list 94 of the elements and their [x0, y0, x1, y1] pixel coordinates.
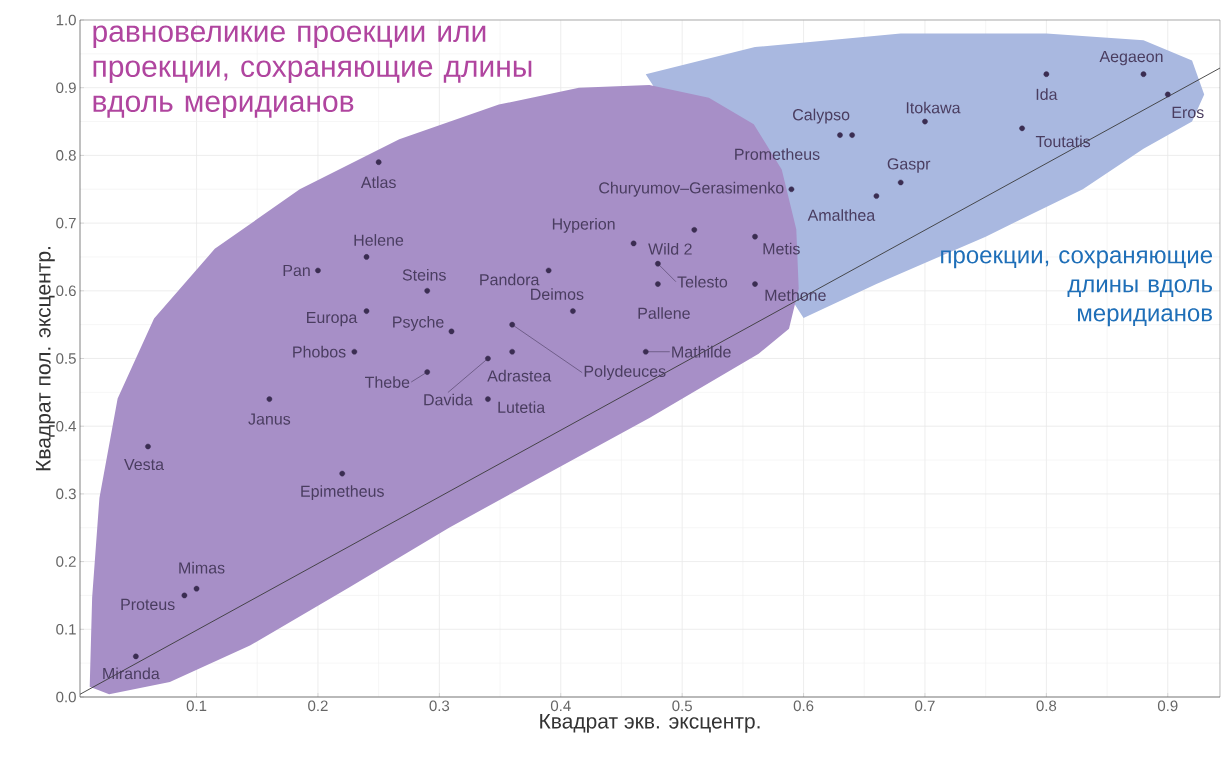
- annotation: Pallene: [638, 307, 690, 319]
- x-tick-label: 0.3: [429, 700, 450, 712]
- annotation: Polydeuces: [584, 365, 666, 381]
- x-tick-label: 0.1: [186, 700, 207, 712]
- point: [837, 132, 843, 138]
- point: [145, 443, 151, 450]
- point: [655, 260, 661, 267]
- annotation: Janus: [248, 413, 291, 425]
- x-axis-title: Квадрат экв. эксцентр.: [540, 713, 760, 733]
- x-tick-label: 0.7: [915, 700, 935, 712]
- y-tick-label: 1.0: [56, 14, 76, 26]
- series-label: равновеликие проекции или проекции, сохраняющие длины вдоль меридианов: [93, 25, 532, 118]
- point: [1164, 91, 1171, 98]
- point: [849, 132, 855, 138]
- annotation: Wild 2: [648, 242, 692, 255]
- annotation: Psyche: [393, 315, 444, 331]
- point: [448, 328, 455, 335]
- point: [655, 281, 661, 287]
- point: [1043, 71, 1050, 77]
- point: [424, 288, 431, 294]
- point: [788, 186, 795, 193]
- annotation: Itokawa: [906, 101, 961, 114]
- annotation: Adrastea: [487, 369, 552, 382]
- annotation: Davida: [424, 393, 473, 406]
- x-tick-label: 0.4: [550, 700, 571, 712]
- point: [642, 348, 649, 355]
- point: [424, 369, 431, 375]
- x-tick-label: 0.2: [308, 700, 328, 712]
- point: [375, 159, 382, 165]
- annotation: Atlas: [360, 176, 396, 189]
- y-tick-label: 0.8: [56, 150, 76, 161]
- point: [545, 267, 552, 274]
- annotation: Toutatis: [1035, 135, 1091, 148]
- point: [351, 348, 358, 355]
- annotation: Ida: [1036, 88, 1058, 101]
- y-tick-label: 0.2: [56, 556, 76, 567]
- point: [1140, 71, 1147, 77]
- point: [363, 308, 370, 314]
- annotation: Calypso: [793, 108, 850, 124]
- point: [339, 470, 346, 477]
- annotation: Thebe: [365, 376, 410, 388]
- y-tick-label: 0.6: [56, 285, 76, 297]
- point: [193, 585, 200, 592]
- point: [485, 355, 491, 362]
- x-tick-label: 0.5: [672, 700, 692, 712]
- y-axis-title: Квадрат пол. эксцентр.: [35, 247, 55, 471]
- y-tick-label: 0.0: [56, 691, 76, 703]
- series-label: проекции, сохраняющие длины вдоль меридианов: [941, 250, 1213, 327]
- annotation: Metis: [763, 242, 800, 255]
- y-tick-label: 0.4: [56, 420, 77, 432]
- point: [133, 653, 139, 660]
- point: [691, 227, 698, 233]
- annotation: Pandora: [480, 273, 540, 286]
- y-tick-label: 0.3: [56, 488, 76, 500]
- x-tick-label: 0.6: [793, 700, 814, 712]
- point: [266, 396, 273, 402]
- annotation: Epimetheus: [301, 485, 384, 501]
- x-tick-label: 0.9: [1157, 700, 1178, 712]
- y-tick-label: 0.5: [56, 353, 76, 364]
- annotation: Deimos: [531, 288, 584, 300]
- y-tick-label: 0.9: [56, 82, 76, 93]
- annotation: Aegaeon: [1099, 50, 1163, 66]
- y-tick-label: 0.1: [56, 623, 76, 635]
- point: [509, 321, 515, 328]
- point: [752, 281, 758, 287]
- point: [509, 348, 515, 355]
- annotation: Churyumov–Gerasimenko: [599, 181, 784, 197]
- annotation: Steins: [402, 268, 446, 281]
- point: [485, 396, 491, 402]
- annotation: Lutetia: [498, 401, 546, 413]
- annotation: Helene: [354, 234, 404, 246]
- annotation: Vesta: [124, 458, 165, 471]
- annotation: Hyperion: [552, 217, 615, 233]
- annotation: Amalthea: [807, 209, 876, 221]
- point: [1019, 125, 1025, 132]
- annotation: Mimas: [179, 561, 225, 574]
- point: [922, 118, 928, 125]
- point: [897, 179, 904, 186]
- annotation: Gaspr: [887, 158, 931, 173]
- x-tick-label: 0.8: [1036, 700, 1057, 712]
- point: [181, 592, 188, 599]
- point: [752, 233, 758, 240]
- annotation: Telesto: [677, 275, 728, 288]
- point: [315, 267, 321, 274]
- point: [873, 193, 880, 199]
- point: [630, 240, 637, 247]
- point: [570, 308, 576, 314]
- annotation: Pan: [283, 264, 310, 277]
- y-tick-label: 0.7: [56, 217, 76, 229]
- annotation: Europa: [307, 311, 358, 327]
- annotation: Prometheus: [735, 148, 820, 160]
- annotation: Phobos: [293, 345, 346, 358]
- point: [363, 254, 370, 260]
- annotation: Proteus: [121, 598, 175, 611]
